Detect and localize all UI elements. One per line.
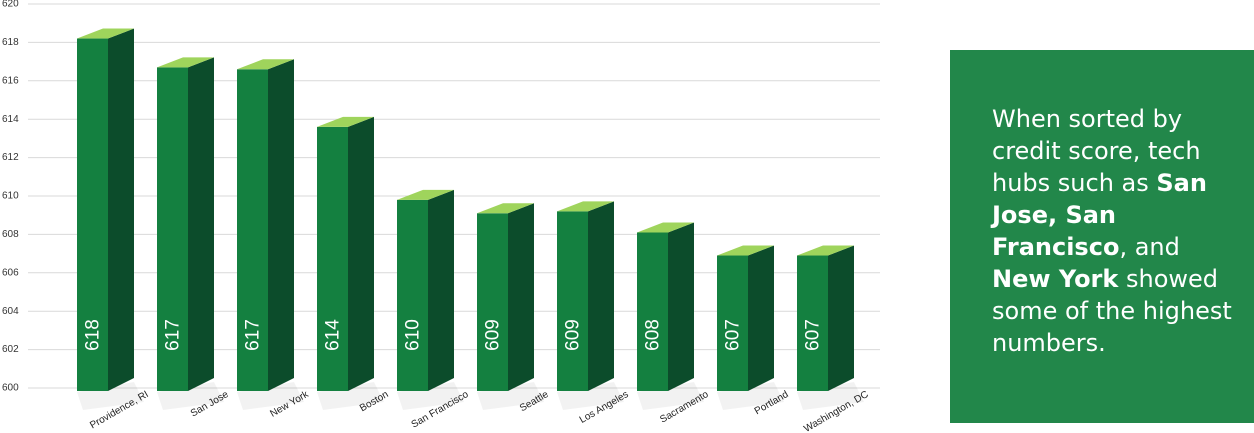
bar: [317, 126, 348, 391]
bar-top: [157, 57, 214, 68]
value-label: 607: [723, 319, 744, 351]
bar-side: [508, 203, 534, 391]
bar-shadow: [317, 382, 384, 410]
y-tick-label: 608: [2, 229, 19, 240]
bar: [77, 38, 108, 392]
value-label: 618: [83, 319, 104, 351]
panel-text: showed some of the highest numbers.: [992, 265, 1232, 357]
bar-top: [477, 203, 534, 214]
value-label: 614: [323, 319, 344, 351]
bar: [237, 69, 268, 391]
panel-highlight: New York: [992, 265, 1119, 293]
bar-side: [348, 116, 374, 391]
y-tick-label: 620: [2, 0, 19, 10]
bar-shadow: [557, 382, 624, 410]
bar-shadow: [717, 382, 784, 410]
bar-side: [748, 245, 774, 391]
bar: [477, 213, 508, 391]
bar-shadow: [77, 382, 144, 410]
y-tick-label: 610: [2, 191, 19, 202]
bar-side: [108, 28, 134, 392]
value-label: 608: [643, 319, 664, 351]
bar-shadow: [237, 382, 304, 410]
bar-side: [668, 222, 694, 391]
panel-text: , and: [1119, 233, 1180, 261]
bar-side: [188, 57, 214, 392]
bar: [797, 255, 828, 391]
bar-top: [77, 28, 134, 39]
panel-highlight: San Jose, San Francisco: [992, 169, 1207, 261]
bar-shadow: [397, 382, 464, 410]
y-tick-label: 606: [2, 267, 19, 278]
bar-side: [428, 189, 454, 391]
bar-top: [717, 245, 774, 256]
y-tick-label: 604: [2, 306, 19, 317]
bar: [717, 255, 748, 391]
y-tick-label: 600: [2, 383, 19, 394]
bar-side: [588, 201, 614, 391]
chart: 600602604606608610612614616618620618Prov…: [2, 0, 880, 433]
bar-top: [797, 245, 854, 256]
y-tick-label: 612: [2, 152, 19, 163]
value-label: 609: [563, 319, 584, 351]
bar-side: [268, 59, 294, 391]
bar-top: [397, 189, 454, 200]
y-tick-label: 618: [2, 37, 19, 48]
bar-shadow: [157, 382, 224, 410]
bar-shadow: [637, 382, 704, 410]
bar-side: [828, 245, 854, 391]
value-label: 607: [803, 319, 824, 351]
bar-top: [637, 222, 694, 233]
y-tick-label: 616: [2, 75, 19, 86]
value-label: 617: [243, 319, 264, 351]
summary-panel: When sorted by credit score, tech hubs s…: [950, 50, 1254, 423]
bar-shadow: [797, 382, 864, 410]
bar: [397, 199, 428, 391]
y-tick-label: 602: [2, 344, 19, 355]
bar: [157, 67, 188, 392]
value-label: 609: [483, 319, 504, 351]
bar: [637, 232, 668, 391]
value-label: 610: [403, 319, 424, 351]
y-tick-label: 614: [2, 114, 19, 125]
bar-top: [317, 116, 374, 127]
bar-top: [237, 59, 294, 70]
bar-shadow: [477, 382, 544, 410]
bar: [557, 211, 588, 391]
bar-top: [557, 201, 614, 212]
value-label: 617: [163, 319, 184, 351]
panel-text: When sorted by credit score, tech hubs s…: [992, 105, 1201, 197]
